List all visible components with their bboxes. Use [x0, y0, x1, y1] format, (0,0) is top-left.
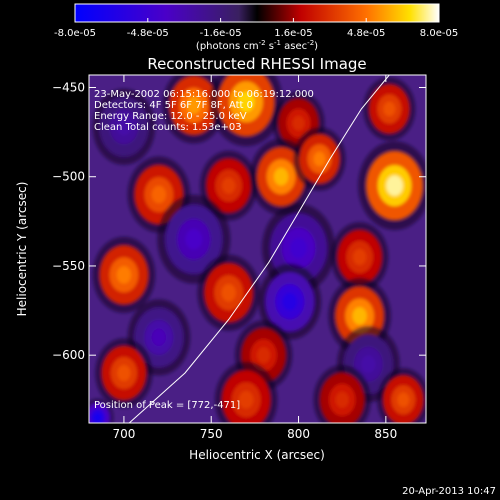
y-axis: −450 −500 −550 −600 — [52, 80, 426, 362]
x-axis: 700 750 800 850 — [112, 75, 397, 441]
heatmap-blob-peak — [313, 151, 326, 167]
annotation-line: 23-May-2002 06:15:16.000 to 06:19:12.000 — [94, 89, 314, 100]
heatmap-blob-peak — [361, 355, 376, 373]
y-axis-label: Heliocentric Y (arcsec) — [15, 182, 29, 317]
colorbar-ticks: -8.0e-05 -4.8e-05 -1.6e-05 1.6e-05 4.8e-05 8.… — [54, 18, 458, 39]
heatmap-blob-peak — [290, 237, 307, 259]
heatmap-blob-peak — [186, 96, 201, 115]
heatmap-blob-peak — [238, 390, 254, 409]
x-tick-label: 700 — [112, 427, 135, 441]
footer-date: 20-Apr-2013 10:47 — [402, 486, 496, 497]
heatmap-blob-peak — [353, 248, 367, 266]
heatmap-blob-peak — [221, 283, 236, 302]
x-tick-label: 800 — [287, 427, 310, 441]
colorbar-tick-label: -1.6e-05 — [200, 28, 242, 39]
annotation-line: Clean Total counts: 1.53e+03 — [94, 122, 242, 133]
heatmap-blob-peak — [151, 328, 167, 347]
heatmap-blob-peak — [397, 392, 410, 408]
heatmap-blob-peak — [222, 177, 236, 194]
y-tick-label: −450 — [52, 80, 85, 94]
heatmap-blob-peak — [256, 347, 271, 364]
heatmap-blob-peak — [116, 117, 132, 136]
heatmap-blob-peak — [94, 413, 102, 423]
annotation-line: Energy Range: 12.0 - 25.0 keV — [94, 111, 247, 122]
solar-limb-curve — [128, 75, 390, 423]
x-tick-label: 750 — [200, 427, 223, 441]
heatmap-blob-peak — [335, 391, 349, 408]
annotation-line: Detectors: 4F 5F 6F 7F 8F, Att 0 — [94, 100, 253, 111]
chart-title: Reconstructed RHESSI Image — [147, 55, 366, 73]
heatmap-blob-peak — [352, 307, 367, 325]
y-tick-label: −600 — [52, 348, 85, 362]
colorbar-tick-label: 8.0e-05 — [420, 28, 458, 39]
plot-frame — [88, 74, 427, 424]
heatmap-blob-peak — [117, 364, 131, 382]
heatmap-blob-peak — [237, 91, 255, 113]
colorbar-unit: (photons cm-2 s-1 asec-2) — [196, 39, 318, 52]
annotation-block: 23-May-2002 06:15:16.000 to 06:19:12.000… — [94, 89, 314, 133]
heatmap-layer — [89, 75, 426, 423]
x-axis-label: Heliocentric X (arcsec) — [189, 448, 325, 462]
colorbar-tick-label: -8.0e-05 — [54, 28, 96, 39]
heatmap-blob-peak — [292, 115, 305, 131]
heatmap-blob-peak — [185, 228, 203, 250]
colorbar — [74, 3, 440, 23]
heatmap-blob-peak — [151, 185, 167, 204]
heatmap-blob-peak — [116, 266, 132, 284]
heatmap-blob-peak — [383, 101, 396, 117]
heatmap-blob-peak — [273, 167, 289, 186]
x-tick-label: 850 — [374, 427, 397, 441]
y-tick-label: −550 — [52, 259, 85, 273]
peak-label: Position of Peak = [772,-471] — [94, 400, 240, 411]
heatmap-blob-peak — [282, 292, 298, 311]
colorbar-tick-label: 4.8e-05 — [347, 28, 385, 39]
y-tick-label: −500 — [52, 170, 85, 184]
heatmap-blob-peak — [386, 175, 404, 196]
colorbar-tick-label: 1.6e-05 — [274, 28, 312, 39]
colorbar-tick-label: -4.8e-05 — [127, 28, 169, 39]
